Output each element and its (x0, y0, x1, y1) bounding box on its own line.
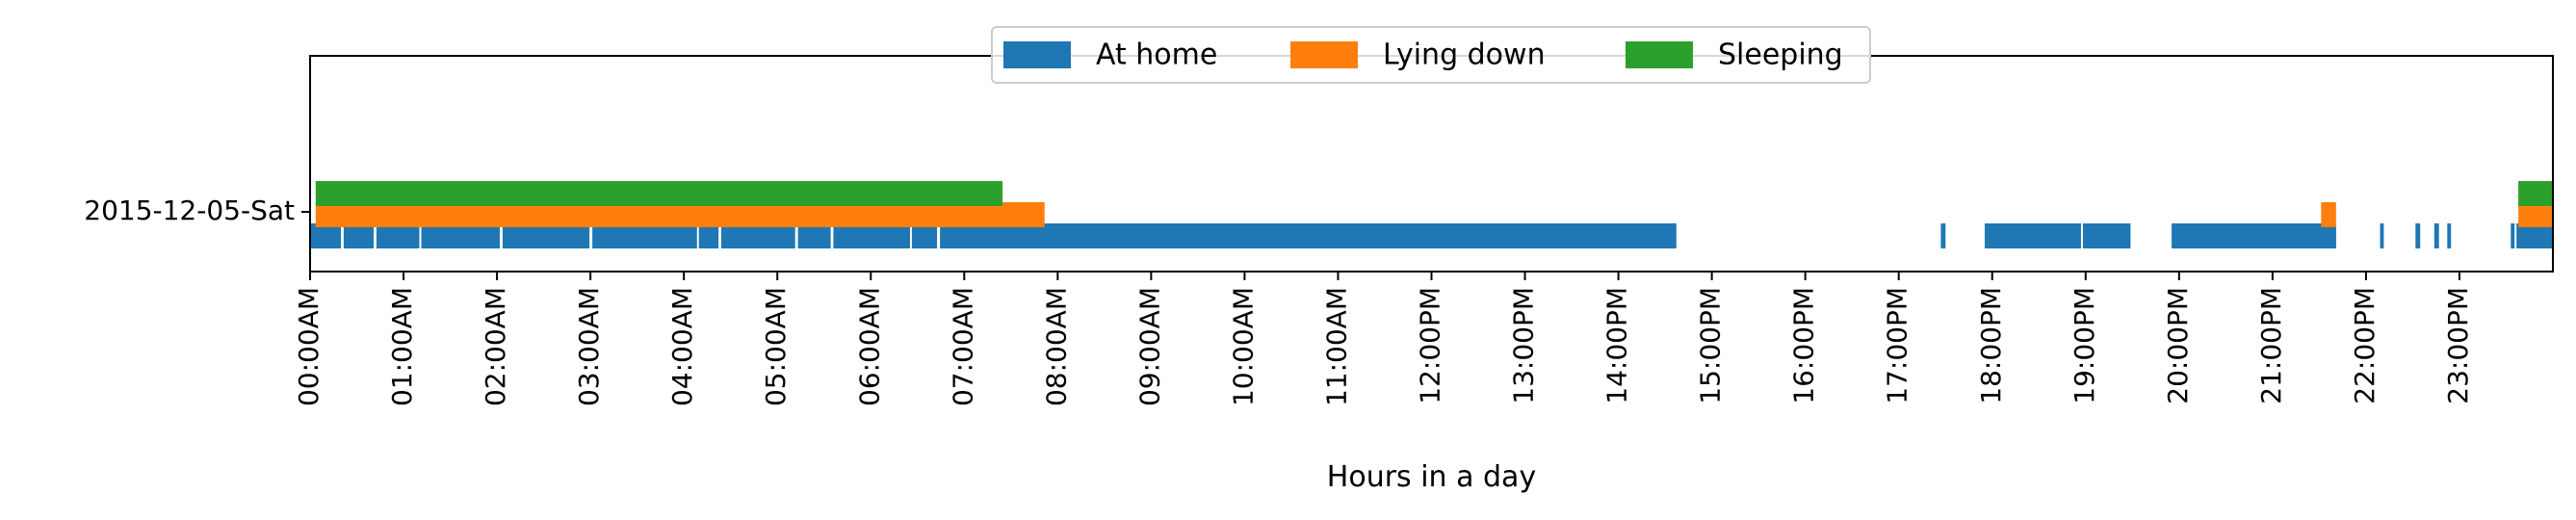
x-tick-label: 17:00PM (1882, 287, 1913, 404)
x-tick-label: 12:00PM (1415, 287, 1446, 404)
bar-segment (2433, 223, 2439, 248)
bar-segment (315, 181, 1003, 206)
x-tick-label: 08:00AM (1040, 287, 1072, 406)
x-tick-label: 19:00PM (2069, 287, 2100, 404)
x-tick-label: 18:00PM (1975, 287, 2007, 404)
x-tick-label: 06:00AM (853, 287, 885, 406)
activity-bars (310, 181, 2553, 248)
series-sleeping (315, 181, 2553, 206)
legend-box (991, 26, 1871, 84)
bar-segment (2518, 181, 2553, 206)
bar-segment (1940, 223, 1946, 248)
y-axis: 2015-12-05-Sat (84, 195, 310, 226)
bar-segment (2380, 223, 2384, 248)
bar-segment (698, 223, 719, 248)
x-tick-label: 07:00AM (947, 287, 978, 406)
bar-segment (315, 202, 1045, 227)
x-tick-label: 15:00PM (1695, 287, 1727, 404)
bar-segment (2516, 223, 2553, 248)
legend-label: Lying down (1383, 39, 1546, 72)
bar-segment (310, 223, 341, 248)
bar-segment (1985, 223, 2081, 248)
x-tick-label: 00:00AM (293, 287, 325, 406)
legend-label: At home (1096, 39, 1217, 72)
legend-swatch (1003, 41, 1071, 68)
legend-swatch (1290, 41, 1358, 68)
bar-segment (797, 223, 831, 248)
legend: At home Lying down Sleeping (991, 26, 1871, 84)
bar-segment (376, 223, 420, 248)
bar-segment (721, 223, 795, 248)
x-tick-label: 21:00PM (2255, 287, 2287, 404)
x-tick-label: 13:00PM (1508, 287, 1540, 404)
legend-item: Sleeping (1626, 39, 1843, 72)
bar-segment (2321, 202, 2336, 227)
x-tick-label: 10:00AM (1227, 287, 1259, 406)
legend-swatch (1626, 41, 1693, 68)
legend-item: Lying down (1290, 39, 1546, 72)
legend-item: At home (1003, 39, 1217, 72)
legend-label: Sleeping (1718, 39, 1843, 72)
bar-segment (2172, 223, 2336, 248)
bar-segment (911, 223, 938, 248)
x-tick-label: 09:00AM (1133, 287, 1165, 406)
x-tick-label: 14:00PM (1601, 287, 1633, 404)
series-at-home (310, 223, 2553, 248)
bar-segment (421, 223, 500, 248)
bar-segment (592, 223, 697, 248)
plot-area (309, 55, 2554, 273)
bar-segment (502, 223, 590, 248)
series-lying-down (315, 202, 2553, 227)
bar-segment (2082, 223, 2131, 248)
x-axis-title: Hours in a day (1327, 460, 1536, 494)
x-tick-label: 04:00AM (666, 287, 698, 406)
bar-segment (833, 223, 910, 248)
x-tick-label: 20:00PM (2162, 287, 2194, 404)
x-tick-label: 23:00PM (2442, 287, 2474, 404)
bar-segment (940, 223, 1677, 248)
x-tick-label: 03:00AM (573, 287, 605, 406)
bar-segment (2415, 223, 2421, 248)
x-tick-label: 05:00AM (760, 287, 792, 406)
x-tick-label: 11:00AM (1320, 287, 1352, 406)
x-axis: 00:00AM 01:00AM 02:00AM 03:00AM 04:00AM 05:00… (293, 272, 2474, 406)
bar-segment (2511, 223, 2515, 248)
x-tick-label: 16:00PM (1788, 287, 1820, 404)
bar-segment (343, 223, 374, 248)
row-label: 2015-12-05-Sat (84, 195, 295, 226)
bar-segment (2518, 202, 2553, 227)
x-tick-label: 22:00PM (2349, 287, 2381, 404)
x-tick-label: 02:00AM (480, 287, 511, 406)
bar-segment (2447, 223, 2452, 248)
x-tick-label: 01:00AM (386, 287, 418, 406)
